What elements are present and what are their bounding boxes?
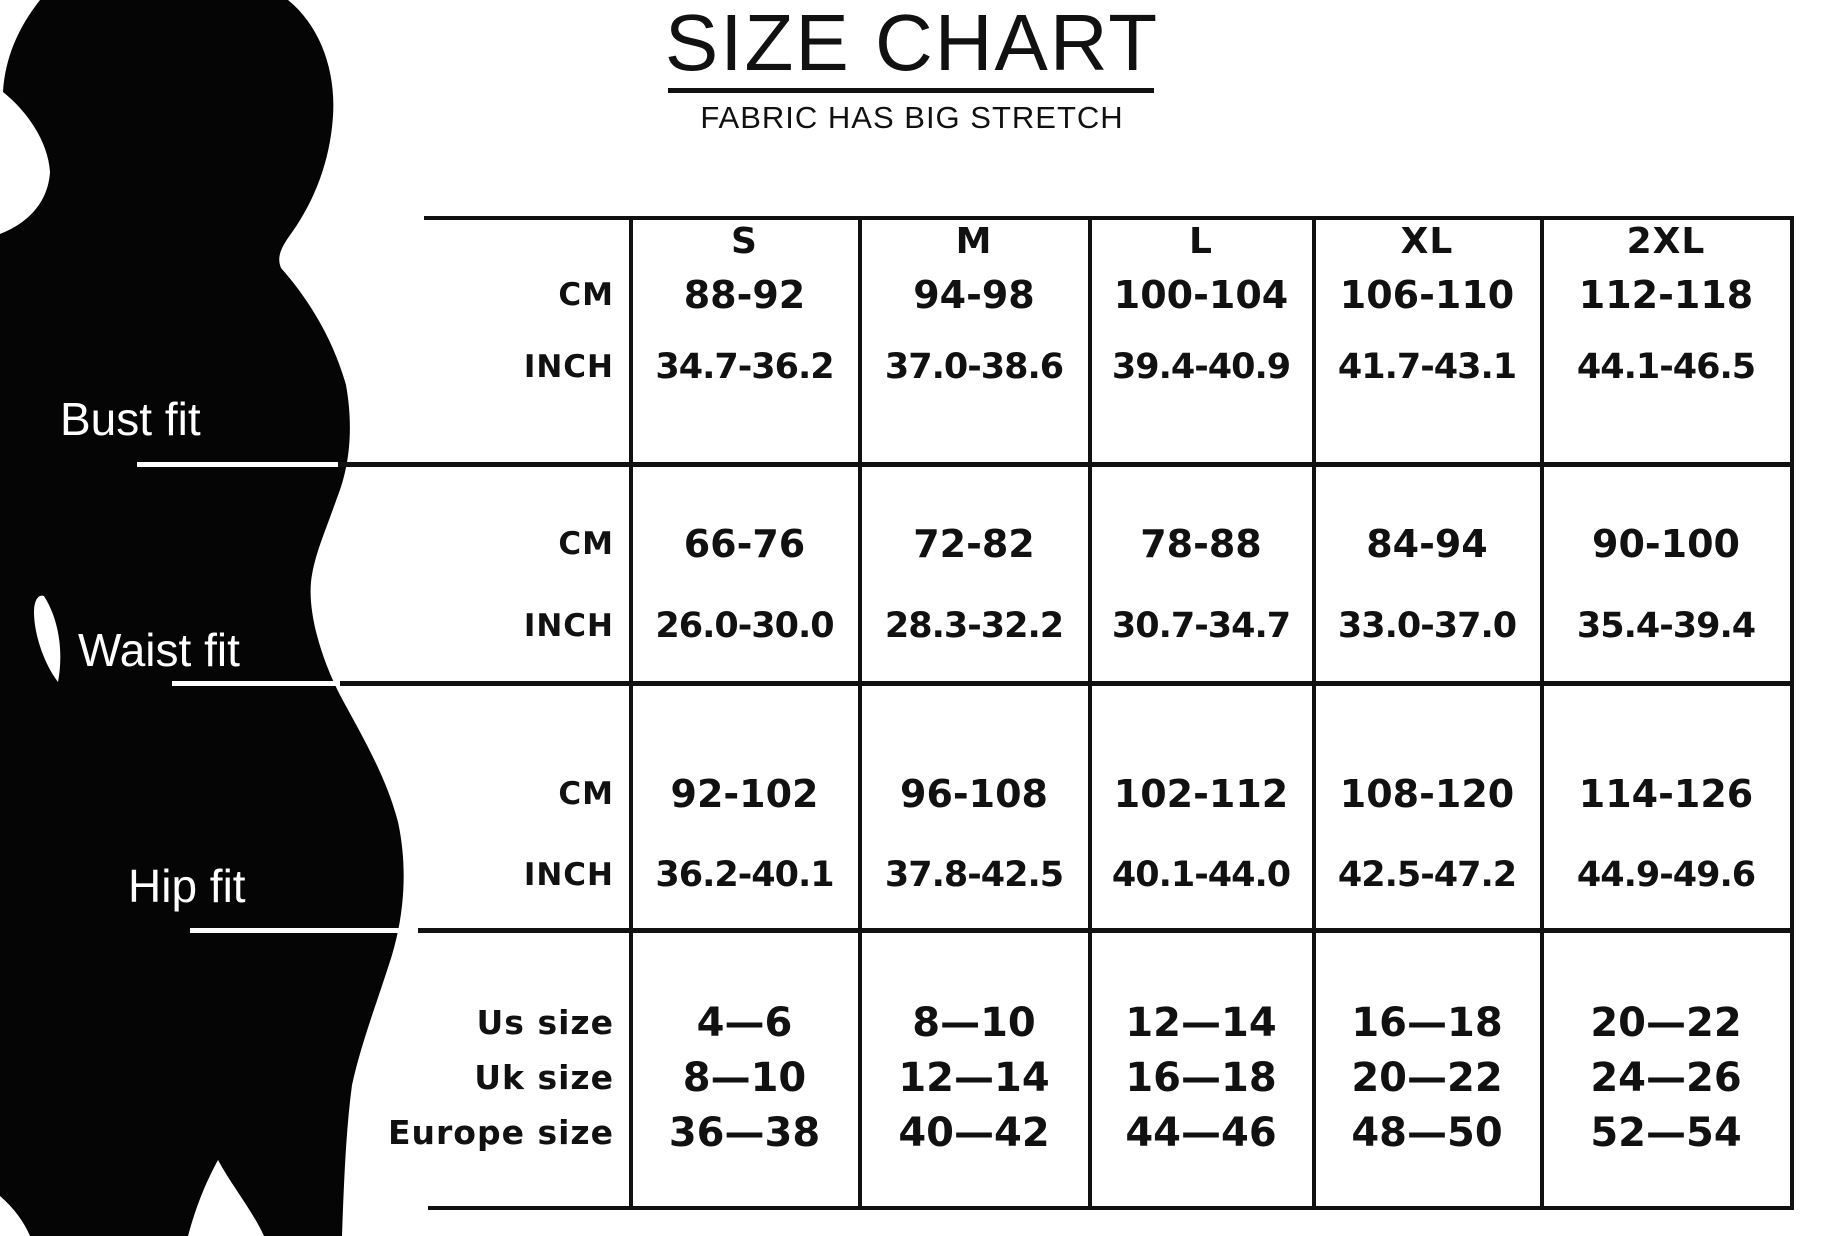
column-header-l: L — [1189, 221, 1213, 262]
row-label-uk-size: Uk size — [474, 1058, 614, 1097]
row-label-us-size: Us size — [476, 1003, 614, 1042]
table-cell: 66-76 — [683, 522, 806, 566]
table-cell: 35.4-39.4 — [1576, 606, 1756, 646]
row-label-hip-inch: INCH — [523, 857, 614, 893]
table-cell: 48—50 — [1351, 1110, 1503, 1156]
table-cell: 78-88 — [1140, 522, 1262, 566]
row-label-bust-inch: INCH — [523, 349, 614, 385]
table-cell: 44.9-49.6 — [1576, 855, 1756, 895]
column-header-m: M — [955, 221, 993, 262]
table-cell: 41.7-43.1 — [1337, 347, 1517, 387]
table-cell: 44.1-46.5 — [1576, 347, 1756, 387]
table-cell: 37.8-42.5 — [884, 855, 1064, 895]
table-cell: 12—14 — [898, 1055, 1050, 1101]
table-cell: 8—10 — [682, 1055, 807, 1101]
table-cell: 36—38 — [668, 1110, 821, 1156]
column-header-xl: XL — [1400, 221, 1454, 262]
waist-section-divider — [172, 681, 1794, 686]
page-subtitle: FABRIC HAS BIG STRETCH — [700, 100, 1124, 135]
column-header-2xl: 2XL — [1626, 221, 1706, 262]
table-cell: 52—54 — [1590, 1110, 1742, 1156]
table-cell: 102-112 — [1113, 772, 1289, 816]
table-bottom-border — [428, 1206, 1794, 1210]
table-cell: 44—46 — [1125, 1110, 1277, 1156]
label-bust-fit: Bust fit — [60, 393, 201, 445]
table-cell: 34.7-36.2 — [655, 347, 834, 387]
table-cell: 40.1-44.0 — [1111, 855, 1291, 895]
table-cell: 112-118 — [1578, 273, 1754, 317]
label-hip-fit: Hip fit — [128, 860, 246, 912]
table-cell: 16—18 — [1351, 1000, 1503, 1046]
row-label-waist-inch: INCH — [523, 608, 614, 644]
table-cell: 108-120 — [1339, 772, 1515, 816]
table-top-border — [424, 216, 1794, 220]
column-header-s: S — [731, 221, 758, 262]
table-cell: 84-94 — [1366, 522, 1488, 566]
table-cell: 94-98 — [913, 273, 1035, 317]
woman-silhouette-image — [0, 0, 404, 1236]
table-cell: 114-126 — [1578, 772, 1754, 816]
table-cell: 4—6 — [696, 1000, 793, 1046]
table-cell: 20—22 — [1590, 1000, 1742, 1046]
table-column-line — [858, 216, 862, 1210]
table-column-line — [1312, 216, 1316, 1210]
table-cell: 92-102 — [670, 772, 819, 816]
hip-section-divider — [190, 928, 1794, 933]
table-column-line — [1088, 216, 1092, 1210]
table-cell: 8—10 — [912, 1000, 1036, 1046]
table-column-line — [629, 216, 633, 1210]
table-cell: 90-100 — [1592, 522, 1740, 566]
table-cell: 28.3-32.2 — [884, 606, 1064, 646]
table-cell: 33.0-37.0 — [1337, 606, 1517, 646]
table-cell: 37.0-38.6 — [884, 347, 1064, 387]
bust-section-divider — [137, 462, 1794, 467]
table-right-border — [1790, 216, 1794, 1210]
row-label-hip-cm: CM — [558, 776, 614, 812]
table-cell: 40—42 — [898, 1110, 1050, 1156]
table-cell: 26.0-30.0 — [655, 606, 834, 646]
table-cell: 42.5-47.2 — [1337, 855, 1517, 895]
table-cell: 12—14 — [1125, 1000, 1277, 1046]
table-cell: 16—18 — [1125, 1055, 1277, 1101]
title-underline — [668, 88, 1154, 93]
table-cell: 39.4-40.9 — [1111, 347, 1291, 387]
table-cell: 30.7-34.7 — [1111, 606, 1291, 646]
table-cell: 24—26 — [1590, 1055, 1742, 1101]
table-column-line — [1540, 216, 1544, 1210]
table-cell: 106-110 — [1339, 273, 1515, 317]
label-waist-fit: Waist fit — [78, 624, 240, 676]
table-cell: 100-104 — [1113, 273, 1289, 317]
table-cell: 88-92 — [683, 273, 806, 317]
row-label-bust-cm: CM — [558, 277, 614, 313]
table-cell: 72-82 — [913, 522, 1035, 566]
row-label-europe-size: Europe size — [387, 1113, 614, 1152]
row-label-waist-cm: CM — [558, 526, 614, 562]
page-title: SIZE CHART — [664, 0, 1160, 87]
table-cell: 20—22 — [1351, 1055, 1503, 1101]
table-cell: 36.2-40.1 — [655, 855, 834, 895]
table-cell: 96-108 — [900, 772, 1048, 816]
